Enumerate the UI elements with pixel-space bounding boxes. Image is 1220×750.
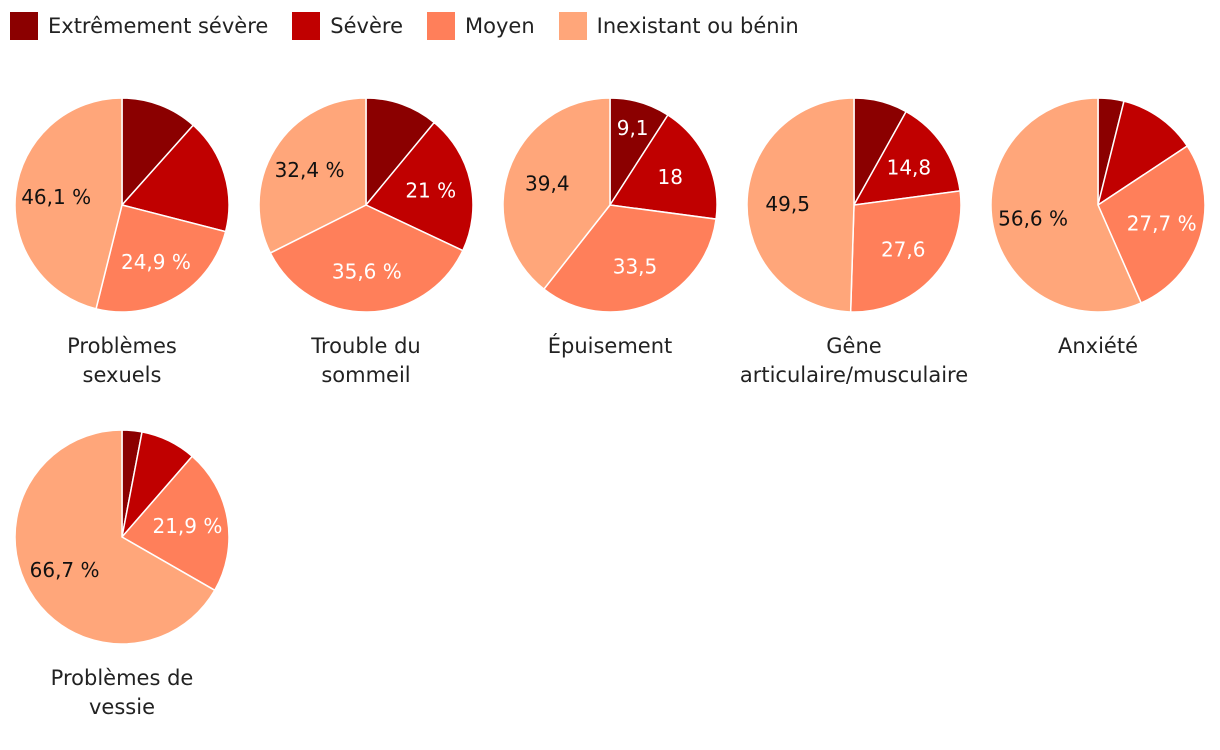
pie-slice	[502, 97, 611, 291]
legend-label: Moyen	[465, 14, 535, 38]
slice-label: 9,1	[617, 116, 649, 140]
slice-label: 46,1 %	[21, 185, 91, 209]
slice-label: 33,5	[613, 254, 658, 278]
pie-slice	[120, 455, 230, 592]
slice-label: 32,4 %	[275, 158, 345, 182]
pie-slice	[608, 113, 718, 220]
pie-slice	[95, 204, 227, 313]
pie-slice	[121, 97, 195, 207]
pie-slice	[746, 97, 855, 313]
pie-chart: 24,9 % 46,1 %	[14, 97, 230, 313]
pie-slice	[14, 97, 123, 310]
pie-title: Trouble du sommeil	[244, 332, 488, 390]
pie-title-line: articulaire/musculaire	[739, 363, 969, 387]
pie-slice	[269, 204, 464, 313]
pie-chart: 9,1 18 33,5 39,4	[502, 97, 718, 313]
legend-item: Extrêmement sévère	[10, 12, 268, 40]
legend: Extrêmement sévère Sévère Moyen Inexistant …	[10, 8, 823, 44]
pie-title-line: vessie	[89, 695, 155, 719]
pie-slice	[1096, 100, 1189, 207]
legend-item: Sévère	[292, 12, 403, 40]
legend-swatch	[292, 12, 321, 40]
pie-title: Épuisement	[488, 332, 732, 361]
pie-title: Gêne articulaire/musculaire	[732, 332, 976, 390]
legend-label: Sévère	[330, 14, 403, 38]
legend-label: Inexistant ou bénin	[596, 14, 799, 38]
slice-label: 27,7 %	[1127, 212, 1197, 236]
slice-label: 18	[657, 165, 682, 189]
pie-slice	[990, 97, 1143, 313]
pie-chart: 27,7 % 56,6 %	[990, 97, 1206, 313]
pie-title-line: Problèmes	[67, 334, 177, 358]
legend-swatch	[427, 12, 455, 40]
legend-item: Inexistant ou bénin	[558, 12, 799, 40]
pie-slice	[258, 97, 367, 254]
legend-swatch	[10, 12, 38, 40]
pie-slice	[120, 124, 230, 233]
slice-label: 35,6 %	[332, 259, 402, 283]
slice-label: 27,6	[881, 237, 926, 261]
pie-chart: 14,8 27,6 49,5	[746, 97, 962, 313]
pie-title-line: sexuels	[82, 363, 162, 387]
slice-label: 49,5	[765, 192, 810, 216]
pie-slice	[364, 121, 474, 252]
pie-slice	[849, 190, 962, 313]
slice-label: 21,9 %	[152, 514, 222, 538]
pie-title-line: Anxiété	[1057, 334, 1138, 358]
pie-title-line: Épuisement	[547, 334, 673, 358]
pie-title: Anxiété	[976, 332, 1220, 361]
pie-slice	[365, 97, 436, 208]
pie-chart: 21,9 % 66,7 %	[14, 429, 230, 645]
slice-label: 39,4	[525, 171, 570, 195]
pie-slice	[542, 204, 717, 313]
slice-label: 24,9 %	[121, 250, 191, 274]
pie-slice	[852, 110, 961, 206]
pie-title: Problèmes de vessie	[0, 664, 244, 722]
slice-label: 14,8	[887, 156, 932, 180]
pie-slice	[14, 429, 216, 645]
slice-label: 56,6 %	[998, 207, 1068, 231]
slice-label: 21 %	[405, 179, 456, 203]
legend-swatch	[558, 12, 587, 40]
legend-item: Moyen	[427, 12, 535, 40]
pie-title: Problèmes sexuels	[0, 332, 244, 390]
legend-label: Extrêmement sévère	[48, 14, 269, 38]
pie-title-line: Gêne	[826, 334, 882, 358]
pie-title-line: Problèmes de	[50, 666, 194, 690]
pie-slice	[1097, 144, 1206, 304]
pie-title-line: sommeil	[321, 363, 411, 387]
pie-chart: 21 % 35,6 % 32,4 %	[258, 97, 474, 313]
pie-title-line: Trouble du	[311, 334, 421, 358]
slice-label: 66,7 %	[30, 558, 100, 582]
